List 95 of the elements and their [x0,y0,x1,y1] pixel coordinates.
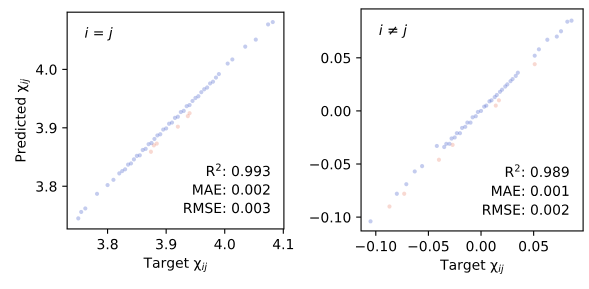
annotation: R$^{2}$: 0.989 [506,164,569,178]
point [243,44,248,49]
point [452,135,457,140]
x-tick-label: −0.10 [356,240,396,252]
point [94,192,100,196]
point [210,80,216,84]
point [214,75,218,80]
x-tick-label: 3.9 [156,238,176,250]
point [199,90,204,94]
point [190,98,195,104]
point [111,178,116,182]
x-tick-label: 3.8 [98,238,118,250]
point [196,94,200,98]
annotation: MAE: 0.001 [492,186,569,196]
point [158,132,162,136]
point [270,20,275,24]
y-tick-label: 4.0 [36,64,56,75]
point [176,114,180,119]
x-tick-label: −0.05 [408,240,448,252]
point [402,192,406,196]
y-tick-label: 3.8 [36,181,56,192]
point [494,92,499,98]
annotation: R$^{2}$: 0.993 [206,164,270,176]
point [496,98,502,102]
y-tick-label: 3.9 [36,122,56,134]
point [458,131,462,136]
point [436,158,442,162]
point [176,124,180,129]
point [149,140,154,146]
point [505,82,510,86]
point [494,104,498,108]
point [434,144,439,148]
y-tick-label: −0.05 [310,158,350,170]
annotation: RMSE: 0.003 [184,202,270,214]
point [188,102,192,108]
point [565,20,570,24]
point [138,153,142,158]
point [148,150,153,154]
point [216,72,221,76]
annotation: i ≠ j [379,24,407,38]
point [226,61,230,66]
point [447,142,452,146]
point [420,164,424,168]
point [105,182,110,188]
point [468,120,473,125]
point [164,126,168,130]
point [536,47,541,52]
x-axis-title: Target χ$_{ij}$ [144,258,208,272]
annotation: i = j [84,27,113,41]
point [463,124,468,129]
point [154,142,159,146]
x-tick-label: 4.0 [214,238,235,250]
y-tick-label: 0.05 [321,52,350,64]
y-tick-label: −0.10 [310,212,350,223]
annotation: RMSE: 0.002 [483,204,568,215]
x-tick-label: 0.00 [466,240,496,252]
point [474,114,478,118]
point [514,74,518,78]
point [188,111,192,116]
point [205,85,210,90]
point [123,167,128,172]
point [230,57,234,62]
point [368,219,373,224]
point [132,157,136,162]
point [554,34,559,39]
point [266,22,270,26]
point [117,171,122,176]
x-axis-title: Target χ$_{ij}$ [440,260,504,274]
point [394,192,399,196]
point [412,169,417,174]
x-tick-label: 0.05 [519,240,548,252]
point [404,182,408,186]
point [569,18,574,23]
point [532,62,537,66]
point [545,38,550,42]
annotation: MAE: 0.002 [193,184,270,195]
point [558,29,564,34]
point [510,76,515,82]
point [83,206,88,211]
x-tick-label: 4.1 [272,239,294,250]
point [532,54,537,58]
point [79,210,84,214]
point [152,136,157,141]
point [144,146,148,151]
point [182,108,186,113]
point [76,216,80,220]
point [170,120,174,125]
point [128,161,134,166]
y-axis-title: Predicted χ$_{ij}$ [14,78,30,162]
y-tick-label: 0.00 [321,106,350,116]
point [442,144,446,150]
point [254,38,258,42]
point [478,108,484,113]
point [516,70,520,75]
point [387,204,392,209]
